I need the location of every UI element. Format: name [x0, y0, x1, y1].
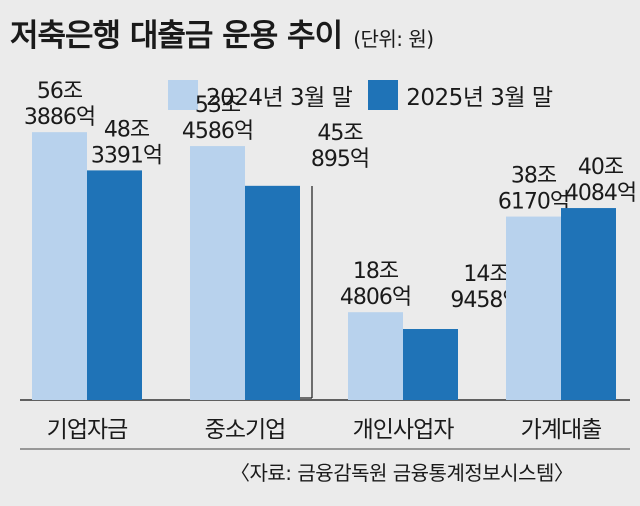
legend: 2024년 3월 말 2025년 3월 말 — [168, 78, 569, 112]
chart-title: 저축은행 대출금 운용 추이 — [10, 18, 343, 54]
data-label-2025-3-line2: 4084억 — [565, 181, 636, 206]
data-label-2024-3-line2: 6170억 — [498, 190, 569, 215]
bar-2024-2 — [348, 312, 403, 400]
category-label-3: 가계대출 — [521, 417, 602, 443]
bar-2025-0 — [87, 170, 142, 400]
data-label-2024-0-line2: 3886억 — [24, 105, 95, 130]
legend-label-2024: 2024년 3월 말 — [206, 85, 353, 111]
data-label-2025-1-line1: 45조 — [317, 121, 363, 146]
legend-swatch-2025 — [368, 80, 399, 110]
category-label-1: 중소기업 — [205, 417, 286, 443]
unit-label: (단위: 원) — [353, 27, 434, 51]
bar-2025-2 — [403, 329, 458, 400]
bar-2024-3 — [506, 216, 561, 400]
data-label-2024-2-line1: 18조 — [353, 259, 399, 284]
data-label-2025-2-line1: 14조 — [463, 262, 509, 287]
legend-swatch-2024 — [168, 80, 198, 110]
legend-item-2025: 2025년 3월 말 — [368, 78, 553, 112]
legend-item-2024: 2024년 3월 말 — [168, 78, 353, 112]
data-label-2024-3-line1: 38조 — [511, 164, 557, 189]
data-label-2024-0-line1: 56조 — [37, 79, 83, 104]
category-label-0: 기업자금 — [47, 417, 128, 443]
bar-2025-1 — [245, 185, 300, 400]
data-label-2025-0-line2: 3391억 — [91, 143, 162, 168]
data-label-2025-0-line1: 48조 — [104, 117, 150, 142]
source-note: 〈자료: 금융감독원 금융통계정보시스템〉 — [230, 461, 574, 485]
legend-label-2025: 2025년 3월 말 — [406, 85, 553, 111]
bar-2025-3 — [561, 208, 616, 400]
bar-2024-0 — [32, 132, 87, 400]
bar-2024-1 — [190, 146, 245, 400]
category-label-2: 개인사업자 — [353, 417, 455, 443]
data-label-2025-3-line1: 40조 — [578, 155, 624, 180]
title-row: 저축은행 대출금 운용 추이 (단위: 원) — [10, 10, 434, 55]
data-label-2025-1-line2: 895억 — [311, 147, 369, 172]
data-label-2024-2-line2: 4806억 — [340, 285, 411, 310]
data-label-2024-1-line1: 53조 — [195, 93, 241, 118]
data-label-2024-1-line2: 4586억 — [182, 119, 253, 144]
